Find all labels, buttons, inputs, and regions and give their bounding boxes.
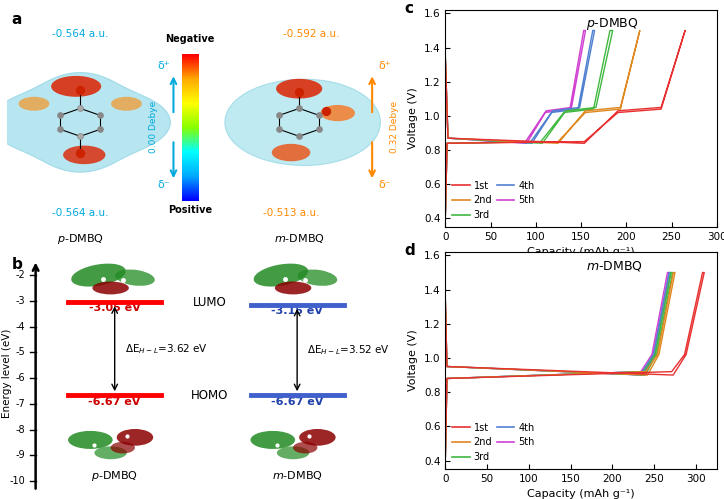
Text: HOMO: HOMO bbox=[191, 389, 229, 402]
Ellipse shape bbox=[320, 105, 355, 121]
Ellipse shape bbox=[51, 76, 101, 97]
Text: b: b bbox=[12, 257, 22, 272]
Text: -0.564 a.u.: -0.564 a.u. bbox=[52, 29, 109, 39]
Text: $\it{m}$-DMBQ: $\it{m}$-DMBQ bbox=[274, 232, 324, 245]
Ellipse shape bbox=[251, 431, 295, 449]
Ellipse shape bbox=[94, 447, 127, 459]
Text: a: a bbox=[12, 12, 22, 27]
Text: 0.32 Debye: 0.32 Debye bbox=[390, 101, 399, 153]
Ellipse shape bbox=[68, 431, 113, 449]
Text: -0.564 a.u.: -0.564 a.u. bbox=[52, 208, 109, 218]
Text: -3: -3 bbox=[16, 296, 25, 306]
Text: -7: -7 bbox=[16, 399, 25, 409]
Y-axis label: Voltage (V): Voltage (V) bbox=[408, 330, 418, 391]
Text: -0.513 a.u.: -0.513 a.u. bbox=[263, 208, 319, 218]
X-axis label: Capacity (mAh g⁻¹): Capacity (mAh g⁻¹) bbox=[527, 248, 635, 257]
Text: 0.00 Debye: 0.00 Debye bbox=[148, 101, 158, 153]
Polygon shape bbox=[225, 79, 380, 165]
Text: -3.05 eV: -3.05 eV bbox=[89, 303, 140, 313]
Ellipse shape bbox=[93, 281, 129, 294]
Ellipse shape bbox=[111, 97, 142, 111]
Text: -5: -5 bbox=[16, 347, 25, 357]
Text: δ⁺: δ⁺ bbox=[378, 60, 391, 70]
Text: -0.592 a.u.: -0.592 a.u. bbox=[283, 29, 340, 39]
Ellipse shape bbox=[117, 429, 153, 446]
Text: $\it{p}$-DMBQ: $\it{p}$-DMBQ bbox=[56, 232, 104, 246]
Text: ΔE$_{H-L}$=3.62 eV: ΔE$_{H-L}$=3.62 eV bbox=[125, 342, 208, 356]
Text: -6: -6 bbox=[16, 373, 25, 383]
X-axis label: Capacity (mAh g⁻¹): Capacity (mAh g⁻¹) bbox=[527, 490, 635, 499]
Text: Negative: Negative bbox=[165, 33, 214, 44]
Text: Energy level (eV): Energy level (eV) bbox=[2, 328, 12, 418]
Text: -4: -4 bbox=[16, 321, 25, 332]
Text: -10: -10 bbox=[9, 476, 25, 486]
Text: $\it{p}$-DMBQ: $\it{p}$-DMBQ bbox=[91, 469, 138, 483]
Ellipse shape bbox=[276, 79, 322, 98]
Text: δ⁺: δ⁺ bbox=[157, 60, 169, 70]
Ellipse shape bbox=[63, 146, 106, 164]
Text: $\it{p}$-DMBQ: $\it{p}$-DMBQ bbox=[586, 16, 639, 32]
Y-axis label: Voltage (V): Voltage (V) bbox=[408, 88, 418, 149]
Ellipse shape bbox=[111, 442, 135, 454]
Legend: 1st, 2nd, 3rd, 4th, 5th: 1st, 2nd, 3rd, 4th, 5th bbox=[450, 421, 536, 464]
Text: -6.67 eV: -6.67 eV bbox=[271, 397, 324, 407]
Polygon shape bbox=[0, 73, 170, 172]
Text: -3.15 eV: -3.15 eV bbox=[272, 306, 323, 316]
Ellipse shape bbox=[19, 97, 49, 111]
Ellipse shape bbox=[298, 269, 337, 286]
Text: -2: -2 bbox=[16, 270, 25, 280]
Text: -8: -8 bbox=[16, 425, 25, 435]
Ellipse shape bbox=[272, 144, 311, 161]
Text: c: c bbox=[405, 1, 413, 16]
Text: LUMO: LUMO bbox=[193, 295, 227, 309]
Ellipse shape bbox=[71, 263, 126, 286]
Text: δ⁻: δ⁻ bbox=[378, 180, 391, 191]
Ellipse shape bbox=[253, 263, 308, 286]
Text: δ⁻: δ⁻ bbox=[157, 180, 169, 191]
Text: Positive: Positive bbox=[168, 205, 211, 215]
Text: $\it{m}$-DMBQ: $\it{m}$-DMBQ bbox=[586, 258, 643, 272]
Text: -9: -9 bbox=[16, 451, 25, 461]
Text: -6.67 eV: -6.67 eV bbox=[88, 397, 141, 407]
Text: ΔE$_{H-L}$=3.52 eV: ΔE$_{H-L}$=3.52 eV bbox=[307, 343, 390, 357]
Text: d: d bbox=[405, 244, 416, 258]
Ellipse shape bbox=[277, 447, 309, 459]
Ellipse shape bbox=[275, 281, 311, 294]
Text: $\it{m}$-DMBQ: $\it{m}$-DMBQ bbox=[272, 469, 322, 482]
Legend: 1st, 2nd, 3rd, 4th, 5th: 1st, 2nd, 3rd, 4th, 5th bbox=[450, 179, 536, 222]
Ellipse shape bbox=[293, 442, 317, 454]
Ellipse shape bbox=[115, 269, 155, 286]
Ellipse shape bbox=[299, 429, 336, 446]
